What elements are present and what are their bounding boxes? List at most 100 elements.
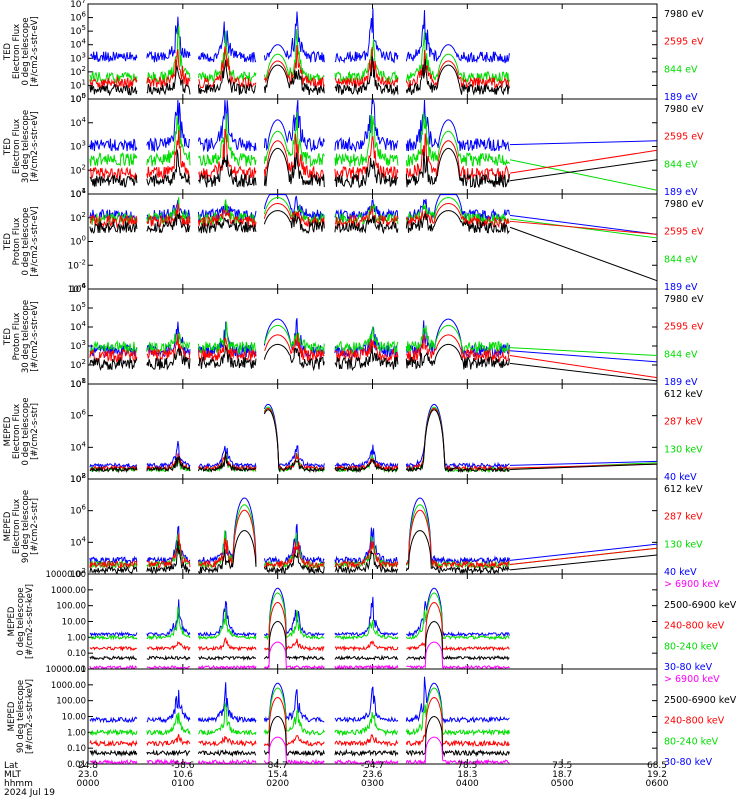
legend-entry: 844 eV <box>664 64 698 75</box>
series-trace <box>89 497 510 566</box>
y-axis-label: 0 deg telescope <box>21 18 31 86</box>
y-tick-label: 106 <box>70 282 86 295</box>
series-tail-line <box>509 159 658 191</box>
legend-entry: 2595 eV <box>664 322 704 333</box>
footer-value: -58.6 <box>171 761 195 771</box>
y-axis-label: TED <box>3 327 13 346</box>
y-tick-label: 103 <box>70 339 86 352</box>
series-trace <box>89 407 510 472</box>
legend-entry: 844 eV <box>664 349 698 360</box>
legend-entry: > 6900 keV <box>664 579 720 590</box>
legend-entry: 844 eV <box>664 159 698 170</box>
footer-value: 78.5 <box>457 761 477 771</box>
y-axis-label: MEPED <box>7 606 17 636</box>
series-trace <box>89 687 510 737</box>
footer-value: 0100 <box>171 779 194 789</box>
footer-value: 23.6 <box>362 770 382 780</box>
y-tick-label: 101 <box>70 377 86 390</box>
y-axis-label: 30 deg telescope <box>21 110 31 183</box>
y-axis-label: Electron Flux <box>12 119 22 174</box>
series-trace <box>89 504 510 570</box>
legend-entry: 80-240 keV <box>664 736 719 747</box>
legend-entry: 80-240 keV <box>664 641 719 652</box>
y-tick-label: 103 <box>70 51 86 64</box>
footer-value: 19.2 <box>647 770 667 780</box>
y-tick-label: 104 <box>70 187 86 200</box>
y-tick-label: 105 <box>70 24 86 37</box>
y-axis-label: 0 deg telescope <box>16 588 26 656</box>
series-trace <box>89 99 510 153</box>
series-tail-line <box>509 547 658 565</box>
legend-entry: 2500-6900 keV <box>664 600 737 611</box>
y-axis-label: TED <box>3 42 13 61</box>
series-trace <box>89 509 510 570</box>
series-trace <box>89 530 510 576</box>
legend-entry: 7980 eV <box>664 9 704 20</box>
footer-value: 18.3 <box>457 770 477 780</box>
y-tick-label: 0.01 <box>67 760 86 770</box>
legend-entry: 2595 eV <box>664 132 704 143</box>
footer-value: 0500 <box>551 779 574 789</box>
y-tick-label: 104 <box>70 116 86 129</box>
series-tail-line <box>509 214 658 235</box>
y-tick-label: 1.00 <box>67 728 86 738</box>
footer-value: 0300 <box>361 779 384 789</box>
y-axis-label: [#/cm2-s-str-keV] <box>25 584 35 659</box>
series-tail-line <box>509 543 658 561</box>
y-tick-label: 102 <box>70 163 86 176</box>
footer-value: 10.6 <box>173 770 193 780</box>
legend-entry: 189 eV <box>664 377 698 388</box>
y-tick-label: 106 <box>70 409 86 422</box>
footer-value: 0000 <box>77 779 100 789</box>
series-trace <box>89 8 510 64</box>
series-tail-line <box>509 554 658 571</box>
legend-entry: 7980 eV <box>664 294 704 305</box>
panel-3: 10-4 10-2 100 102 104 TED Proton Flux 0 deg tel… <box>3 187 704 295</box>
legend-entry: 612 keV <box>664 389 703 400</box>
legend-entry: 30-80 keV <box>664 662 713 673</box>
footer-value: 0200 <box>266 779 289 789</box>
series-trace <box>89 56 510 97</box>
panel-7: 0.01 0.10 1.00 10.00 100.00 1000.00 10000.00 ME… <box>7 570 737 675</box>
y-tick-label: 101 <box>70 187 86 200</box>
legend-entry: 7980 eV <box>664 199 704 210</box>
footer-row-label: Lat <box>4 761 19 771</box>
footer-value: 15.4 <box>268 770 288 780</box>
legend-entry: 612 keV <box>664 484 703 495</box>
series-tail-line <box>509 362 658 382</box>
y-axis-label: MEPED <box>3 416 13 446</box>
series-trace <box>89 641 510 670</box>
series-tail-line <box>509 460 658 466</box>
y-axis-label: Electron Flux <box>12 499 22 554</box>
legend-entry: 240-800 keV <box>664 621 725 632</box>
y-tick-label: 10-4 <box>68 282 87 295</box>
y-tick-label: 102 <box>70 65 86 78</box>
legend-entry: 40 keV <box>664 567 697 578</box>
legend-entry: 7980 eV <box>664 104 704 115</box>
plot-frame <box>87 478 658 575</box>
series-trace <box>89 403 510 470</box>
y-axis-label: Electron Flux <box>12 404 22 459</box>
panel-5: 102 104 106 108 MEPED Electron Flux 0 deg tele… <box>3 377 703 485</box>
series-trace <box>89 406 510 474</box>
y-tick-label: 0.10 <box>67 649 86 659</box>
legend-entry: 189 eV <box>664 282 698 293</box>
series-trace <box>89 696 510 748</box>
y-axis-label: [#/cm2-s-str-eV] <box>30 111 40 181</box>
y-tick-label: 1.00 <box>67 633 86 643</box>
series-tail-line <box>509 347 658 356</box>
panel-2: 101 102 103 104 105 TED Electron Flux 30 deg te… <box>3 92 704 200</box>
y-tick-label: 102 <box>70 472 86 485</box>
y-tick-label: 1000.00 <box>51 586 86 596</box>
y-axis-label: Proton Flux <box>12 218 22 266</box>
y-tick-label: 106 <box>70 504 86 517</box>
series-tail-line <box>509 218 658 239</box>
legend-entry: 240-800 keV <box>664 716 725 727</box>
panel-6: 102 104 106 108 MEPED Electron Flux 90 deg tel… <box>3 472 703 580</box>
series-trace <box>89 601 510 652</box>
legend-entry: 844 eV <box>664 254 698 265</box>
legend-entry: 40 keV <box>664 472 697 483</box>
legend-entry: 30-80 keV <box>664 757 713 768</box>
